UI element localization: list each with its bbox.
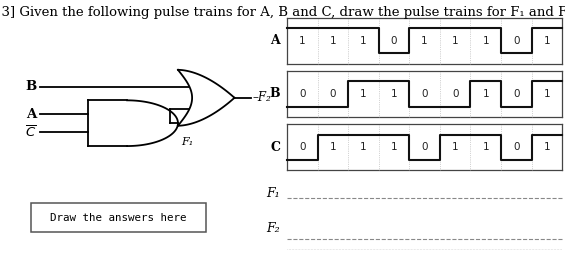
FancyBboxPatch shape bbox=[31, 203, 206, 232]
Text: F₂: F₂ bbox=[267, 222, 280, 235]
Text: 1: 1 bbox=[299, 36, 306, 46]
Text: Draw the answers here: Draw the answers here bbox=[50, 213, 187, 223]
Text: 1: 1 bbox=[391, 142, 397, 152]
Text: 0: 0 bbox=[513, 36, 520, 46]
Text: 0: 0 bbox=[421, 142, 428, 152]
Text: 0: 0 bbox=[329, 89, 336, 99]
Text: 0: 0 bbox=[513, 142, 520, 152]
Text: B: B bbox=[270, 87, 280, 101]
Text: 1: 1 bbox=[544, 89, 550, 99]
Text: 1: 1 bbox=[452, 36, 458, 46]
Text: 0: 0 bbox=[299, 142, 306, 152]
Text: [13] Given the following pulse trains for A, B and C, draw the pulse trains for : [13] Given the following pulse trains fo… bbox=[0, 6, 565, 19]
Text: 0: 0 bbox=[513, 89, 520, 99]
Text: B: B bbox=[25, 80, 37, 93]
Text: 1: 1 bbox=[329, 36, 336, 46]
Text: 0: 0 bbox=[391, 36, 397, 46]
Text: A: A bbox=[271, 34, 280, 47]
Text: 1: 1 bbox=[452, 142, 458, 152]
Text: 1: 1 bbox=[391, 89, 397, 99]
Text: F₁: F₁ bbox=[267, 186, 280, 200]
Text: 1: 1 bbox=[544, 142, 550, 152]
Text: 1: 1 bbox=[360, 89, 367, 99]
Text: 1: 1 bbox=[360, 36, 367, 46]
Text: 0: 0 bbox=[299, 89, 306, 99]
Text: 1: 1 bbox=[483, 142, 489, 152]
Text: C: C bbox=[270, 141, 280, 154]
Text: F₁: F₁ bbox=[181, 137, 193, 147]
Text: 0: 0 bbox=[452, 89, 458, 99]
Text: 0: 0 bbox=[421, 89, 428, 99]
Text: 1: 1 bbox=[329, 142, 336, 152]
Text: $\overline{C}$: $\overline{C}$ bbox=[25, 125, 37, 140]
Text: A: A bbox=[27, 107, 37, 121]
Text: –F₂: –F₂ bbox=[253, 91, 271, 104]
Text: 1: 1 bbox=[544, 36, 550, 46]
Text: 1: 1 bbox=[421, 36, 428, 46]
Text: 1: 1 bbox=[483, 36, 489, 46]
Text: 1: 1 bbox=[360, 142, 367, 152]
Text: 1: 1 bbox=[483, 89, 489, 99]
